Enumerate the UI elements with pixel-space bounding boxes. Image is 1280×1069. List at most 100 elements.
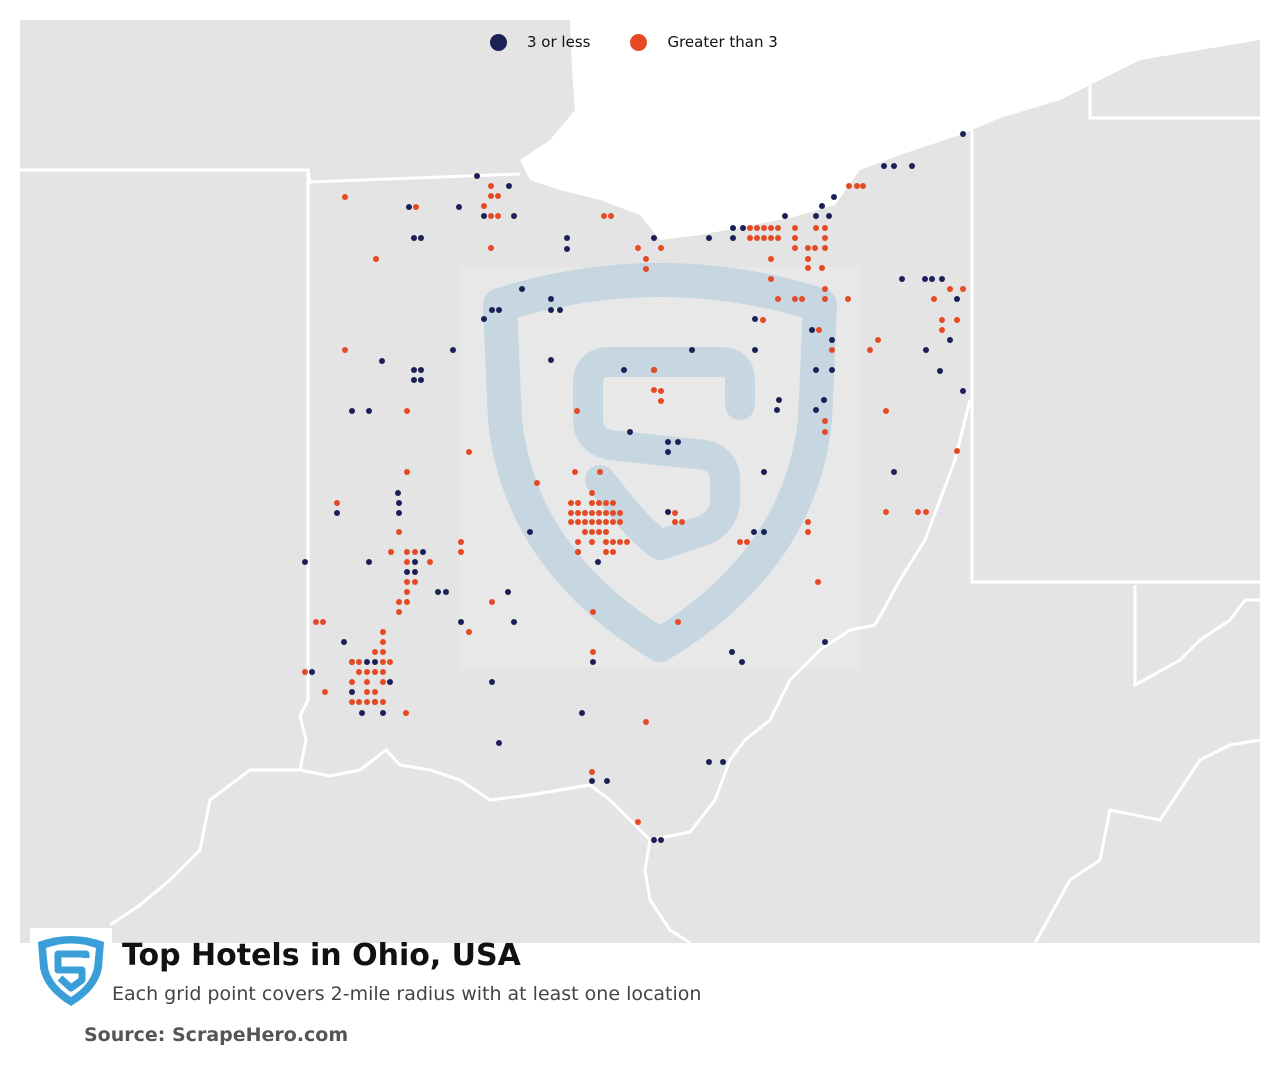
grid-point-high (805, 245, 811, 251)
grid-point-high (846, 183, 852, 189)
wv-virginia-border (1033, 738, 1260, 943)
map-title: Top Hotels in Ohio, USA (122, 938, 521, 973)
grid-point-high (603, 529, 609, 535)
grid-point-high (590, 609, 596, 615)
grid-point-high (373, 256, 379, 262)
grid-point-high (819, 265, 825, 271)
grid-point-high (313, 619, 319, 625)
grid-point-low (527, 529, 533, 535)
grid-point-high (617, 510, 623, 516)
grid-point-high (867, 347, 873, 353)
grid-point-low (505, 589, 511, 595)
grid-point-low (511, 619, 517, 625)
grid-point-low (651, 235, 657, 241)
grid-point-high (923, 509, 929, 515)
grid-point-low (819, 203, 825, 209)
grid-point-high (404, 589, 410, 595)
grid-point-high (744, 539, 750, 545)
grid-point-low (412, 569, 418, 575)
grid-point-high (589, 500, 595, 506)
grid-point-high (596, 500, 602, 506)
map-canvas (20, 20, 1260, 943)
grid-point-high (775, 235, 781, 241)
grid-point-low (720, 759, 726, 765)
grid-point-high (805, 519, 811, 525)
grid-point-high (679, 519, 685, 525)
grid-point-low (548, 307, 554, 313)
grid-point-low (922, 276, 928, 282)
grid-point-high (404, 579, 410, 585)
grid-point-high (658, 388, 664, 394)
grid-point-high (575, 500, 581, 506)
grid-point-high (737, 539, 743, 545)
grid-point-low (822, 639, 828, 645)
grid-point-low (829, 367, 835, 373)
grid-point-low (658, 837, 664, 843)
grid-point-high (816, 327, 822, 333)
grid-point-low (923, 347, 929, 353)
legend-swatch-high (630, 33, 648, 51)
grid-point-high (404, 408, 410, 414)
grid-point-high (334, 500, 340, 506)
grid-point-low (396, 500, 402, 506)
grid-point-high (601, 213, 607, 219)
grid-point-low (548, 296, 554, 302)
grid-point-high (387, 659, 393, 665)
grid-point-high (590, 649, 596, 655)
grid-point-low (689, 347, 695, 353)
grid-point-high (860, 183, 866, 189)
grid-point-low (595, 559, 601, 565)
grid-point-high (747, 225, 753, 231)
grid-point-high (388, 549, 394, 555)
grid-point-low (665, 509, 671, 515)
grid-point-low (489, 679, 495, 685)
grid-point-low (372, 659, 378, 665)
grid-point-low (675, 439, 681, 445)
grid-point-high (822, 235, 828, 241)
grid-point-high (939, 317, 945, 323)
grid-point-high (775, 225, 781, 231)
grid-point-low (411, 377, 417, 383)
grid-point-low (395, 490, 401, 496)
grid-point-high (534, 480, 540, 486)
grid-point-high (822, 296, 828, 302)
grid-point-high (675, 619, 681, 625)
grid-point-high (364, 689, 370, 695)
grid-point-high (364, 669, 370, 675)
ny-pa-border (1088, 55, 1260, 120)
scrapehero-watermark-icon (483, 263, 837, 662)
grid-point-high (805, 529, 811, 535)
grid-point-high (380, 649, 386, 655)
grid-point-high (322, 689, 328, 695)
grid-point-high (792, 245, 798, 251)
grid-point-high (495, 193, 501, 199)
grid-point-high (747, 235, 753, 241)
grid-point-low (831, 194, 837, 200)
map (20, 20, 1260, 943)
grid-point-high (589, 539, 595, 545)
grid-point-high (582, 510, 588, 516)
grid-point-low (366, 559, 372, 565)
grid-point-high (320, 619, 326, 625)
grid-point-high (947, 286, 953, 292)
map-subtitle: Each grid point covers 2-mile radius wit… (112, 983, 702, 1005)
kentucky-border (109, 768, 300, 927)
grid-point-low (506, 183, 512, 189)
grid-point-high (617, 519, 623, 525)
grid-point-low (891, 469, 897, 475)
grid-point-low (665, 449, 671, 455)
grid-point-low (418, 235, 424, 241)
grid-point-high (575, 510, 581, 516)
grid-point-low (404, 569, 410, 575)
grid-point-high (372, 649, 378, 655)
grid-point-high (396, 609, 402, 615)
grid-point-high (651, 387, 657, 393)
grid-point-low (450, 347, 456, 353)
grid-point-low (651, 837, 657, 843)
grid-point-low (752, 316, 758, 322)
grid-point-high (822, 225, 828, 231)
grid-point-low (420, 549, 426, 555)
grid-point-high (488, 193, 494, 199)
grid-point-low (418, 377, 424, 383)
grid-point-high (380, 699, 386, 705)
